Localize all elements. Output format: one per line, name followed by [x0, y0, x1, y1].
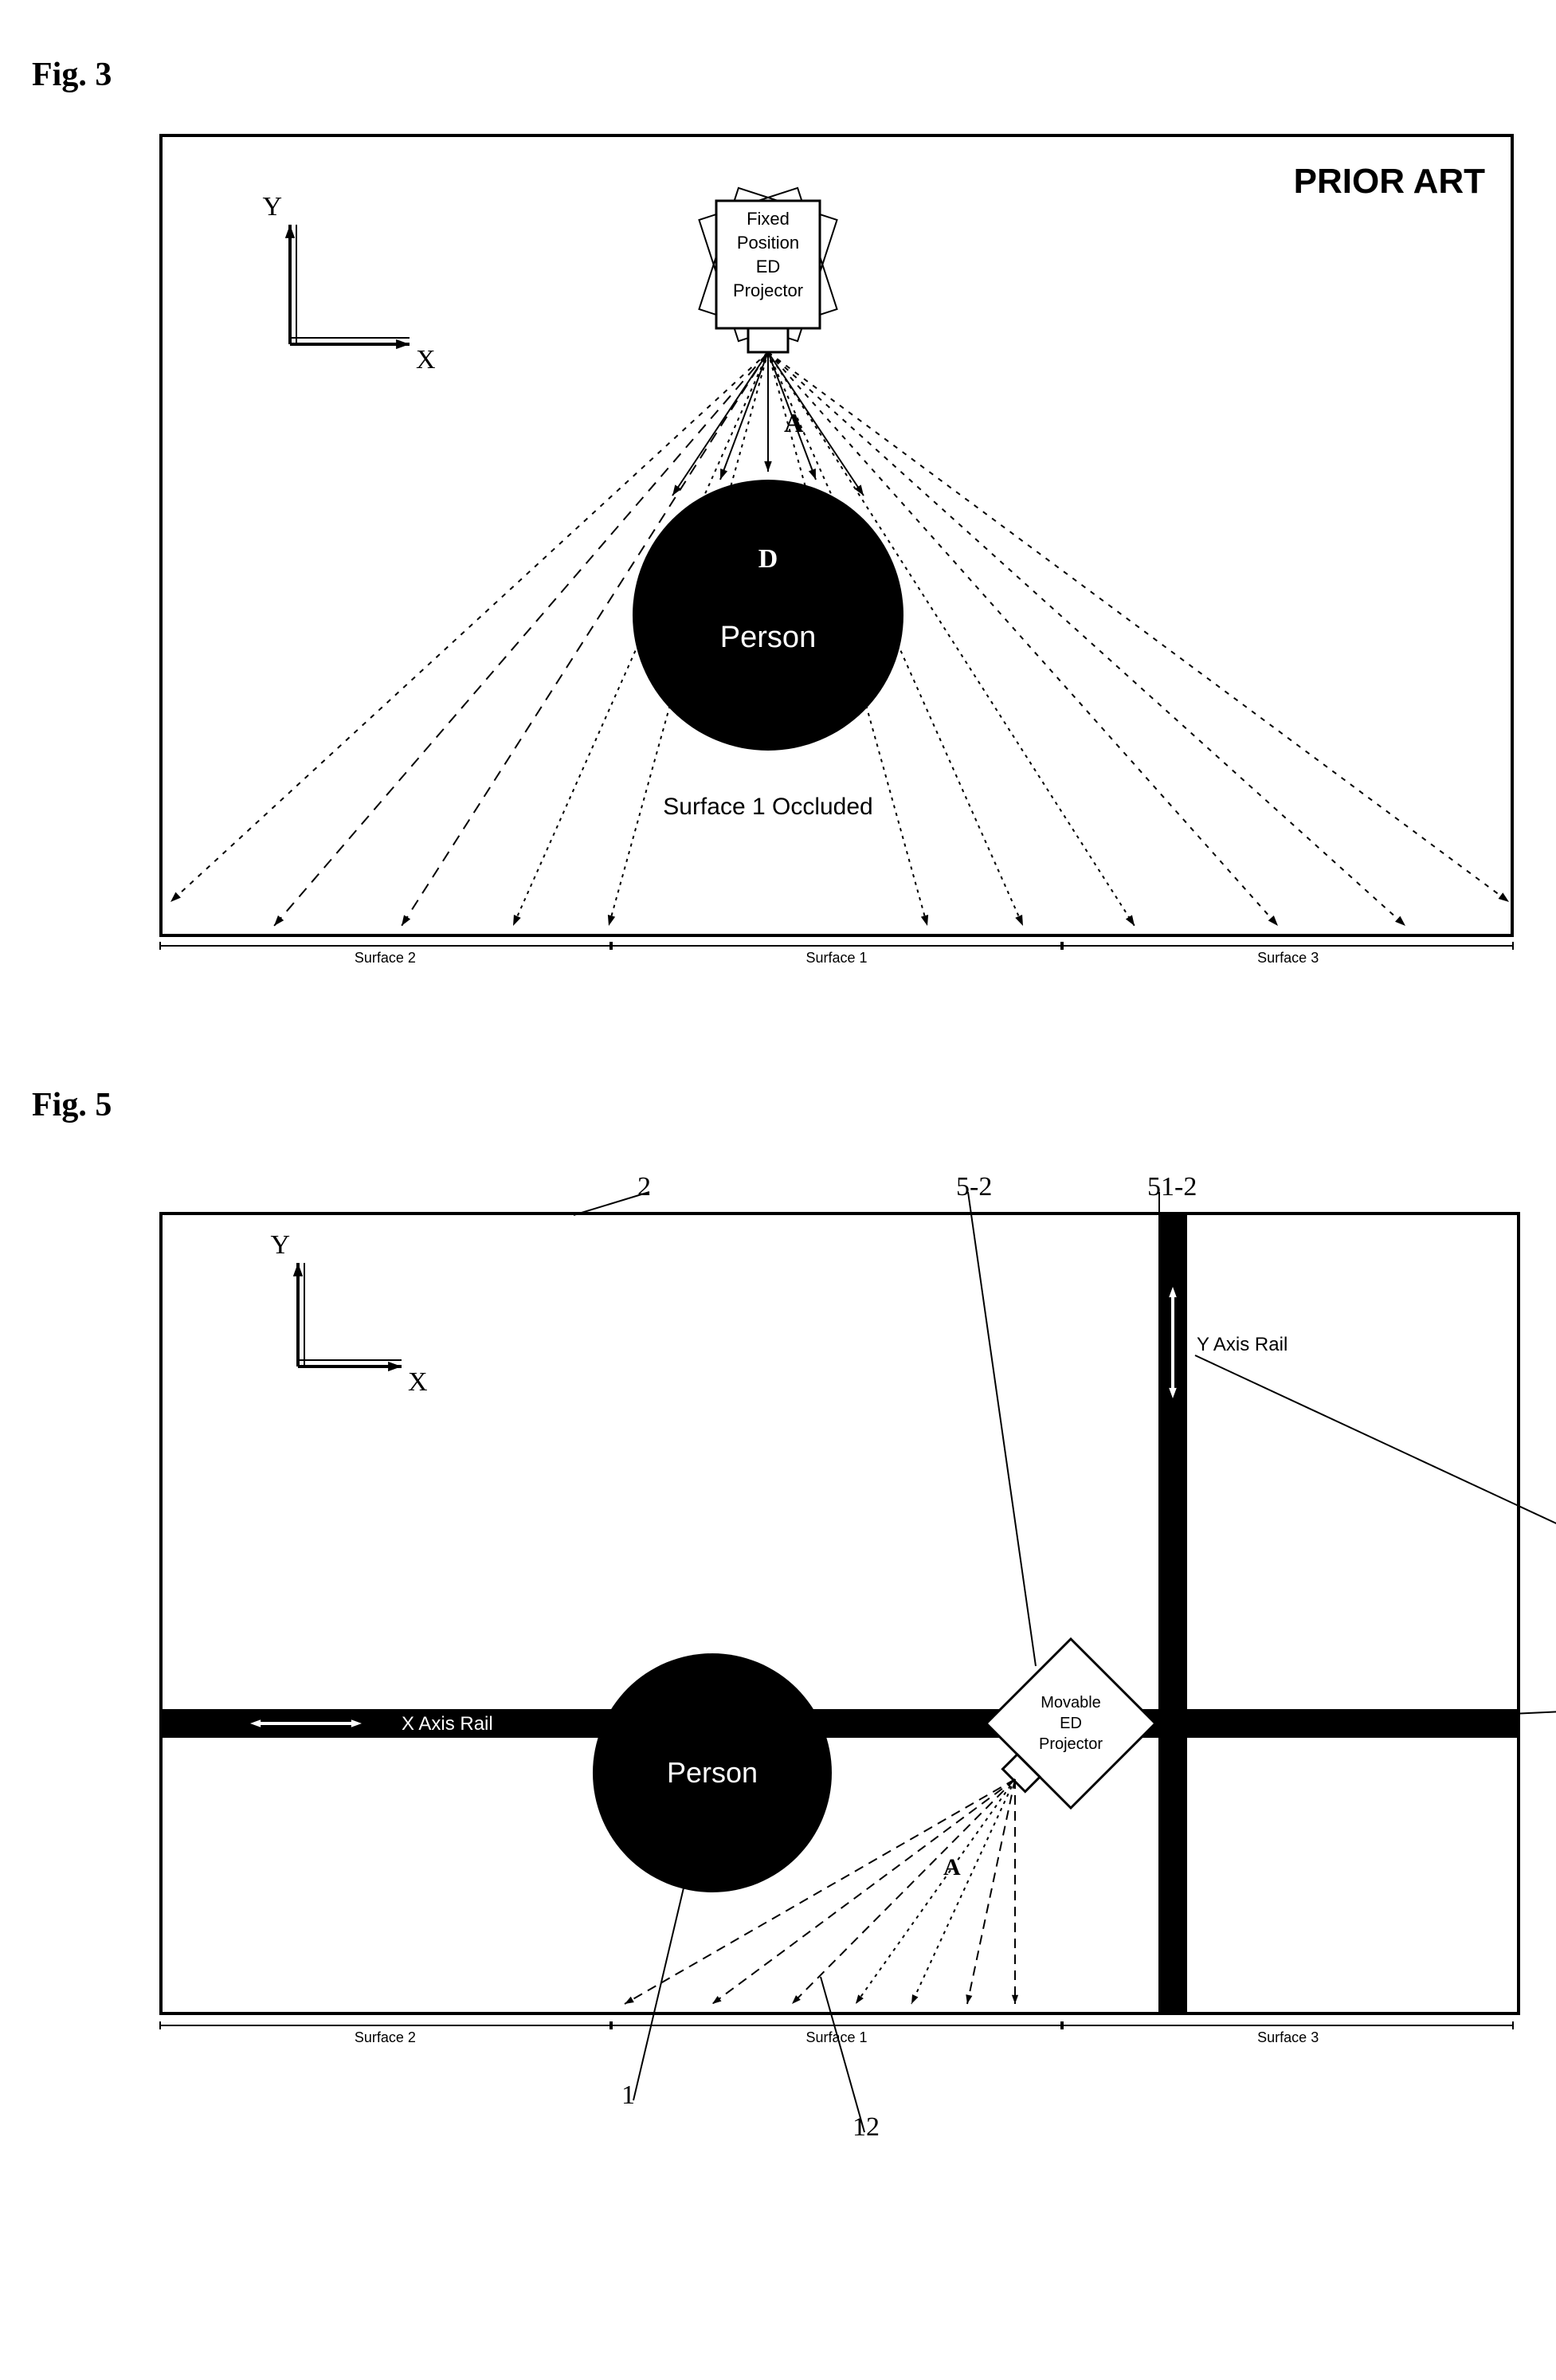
fig3-wrap: PRIOR ART Y X Fixed Position ED Projector A D Per…: [159, 134, 1514, 967]
callout-51-2: 51-2: [1147, 1172, 1197, 1202]
fig5-surfaces: Surface 2 Surface 1 Surface 3: [159, 2025, 1514, 2046]
surface-1-label: Surface 1: [611, 2025, 1063, 2046]
svg-text:Projector: Projector: [1039, 1735, 1103, 1753]
svg-text:Y Axis Rail: Y Axis Rail: [1197, 1334, 1288, 1355]
callout-12: 12: [852, 2112, 880, 2143]
surface-2-label: Surface 2: [159, 945, 611, 967]
callout-1: 1: [621, 2080, 635, 2111]
svg-text:A: A: [784, 409, 804, 438]
svg-text:ED: ED: [1060, 1715, 1082, 1732]
fig3-surfaces: Surface 2 Surface 1 Surface 3: [159, 945, 1514, 967]
svg-text:A: A: [943, 1854, 961, 1880]
svg-text:X: X: [416, 345, 436, 374]
svg-text:Fixed: Fixed: [747, 209, 790, 229]
svg-text:Person: Person: [667, 1756, 758, 1789]
svg-text:X: X: [408, 1367, 428, 1397]
surface-3-label: Surface 3: [1062, 945, 1514, 967]
callout-2: 2: [637, 1172, 651, 1202]
svg-text:PRIOR ART: PRIOR ART: [1294, 162, 1485, 201]
svg-text:Person: Person: [720, 621, 816, 654]
fig5-svg: Y X X Axis Rail Y Axis Rail Movable ED Project…: [163, 1215, 1517, 2012]
svg-text:Y: Y: [270, 1230, 290, 1260]
svg-text:Movable: Movable: [1041, 1694, 1101, 1711]
surface-3-label: Surface 3: [1062, 2025, 1514, 2046]
svg-text:Surface 1 Occluded: Surface 1 Occluded: [663, 794, 872, 820]
svg-text:X Axis Rail: X Axis Rail: [402, 1713, 493, 1735]
fig5-panel: Y X X Axis Rail Y Axis Rail Movable ED Project…: [159, 1212, 1520, 2015]
svg-text:D: D: [758, 544, 778, 574]
surface-2-label: Surface 2: [159, 2025, 611, 2046]
fig5-label: Fig. 5: [32, 1086, 1524, 1124]
fig3-panel: PRIOR ART Y X Fixed Position ED Projector A D Per…: [159, 134, 1514, 937]
fig3-svg: PRIOR ART Y X Fixed Position ED Projector A D Per…: [163, 137, 1517, 934]
surface-1-label: Surface 1: [611, 945, 1063, 967]
svg-text:Projector: Projector: [733, 280, 803, 300]
callout-5-2: 5-2: [956, 1172, 992, 1202]
fig3-label: Fig. 3: [32, 56, 1524, 94]
fig5-wrap: 1212515-251-251-1 YXX Axis RailY Axis Ra…: [159, 1164, 1514, 2136]
svg-text:Y: Y: [262, 192, 282, 222]
svg-text:ED: ED: [756, 257, 781, 276]
svg-text:Position: Position: [737, 233, 799, 253]
